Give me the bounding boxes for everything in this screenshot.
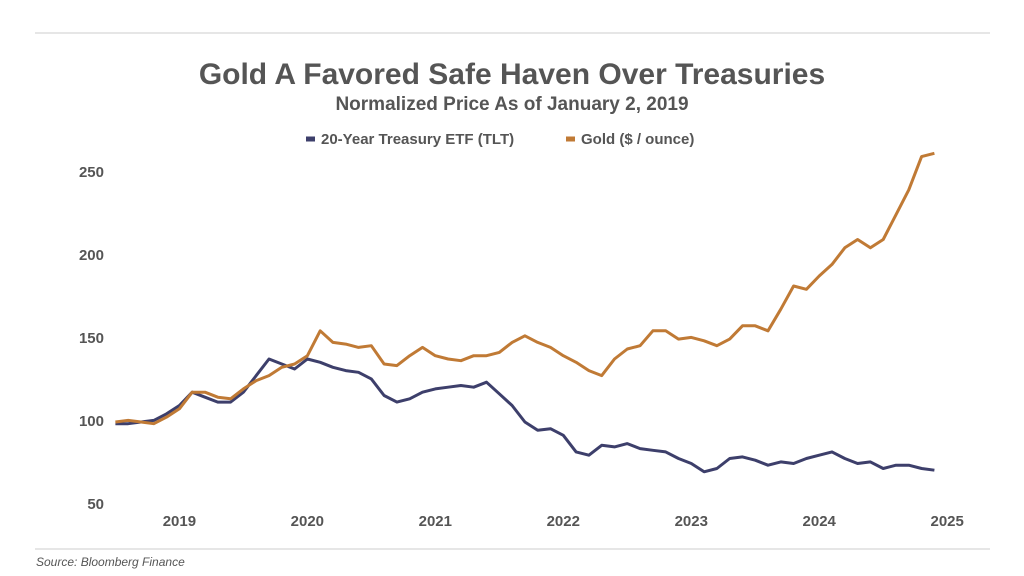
chart-title: Gold A Favored Safe Haven Over Treasurie… [199, 58, 825, 91]
y-tick-label: 200 [79, 247, 104, 264]
x-tick-label: 2019 [163, 513, 196, 530]
legend-label: 20-Year Treasury ETF (TLT) [321, 131, 514, 148]
chart-subtitle: Normalized Price As of January 2, 2019 [335, 94, 688, 115]
x-tick-label: 2024 [803, 513, 837, 530]
x-tick-label: 2020 [291, 513, 324, 530]
x-tick-label: 2021 [419, 513, 452, 530]
series-line [115, 151, 935, 426]
y-tick-label: 250 [79, 164, 104, 181]
series-line [115, 357, 935, 474]
y-tick-label: 100 [79, 413, 104, 430]
x-tick-label: 2025 [931, 513, 964, 530]
y-tick-label: 50 [87, 496, 104, 513]
legend-label: Gold ($ / ounce) [581, 131, 694, 148]
x-tick-label: 2023 [675, 513, 708, 530]
y-tick-label: 150 [79, 330, 104, 347]
x-tick-label: 2022 [547, 513, 580, 530]
source: Source: Bloomberg Finance [36, 555, 185, 569]
